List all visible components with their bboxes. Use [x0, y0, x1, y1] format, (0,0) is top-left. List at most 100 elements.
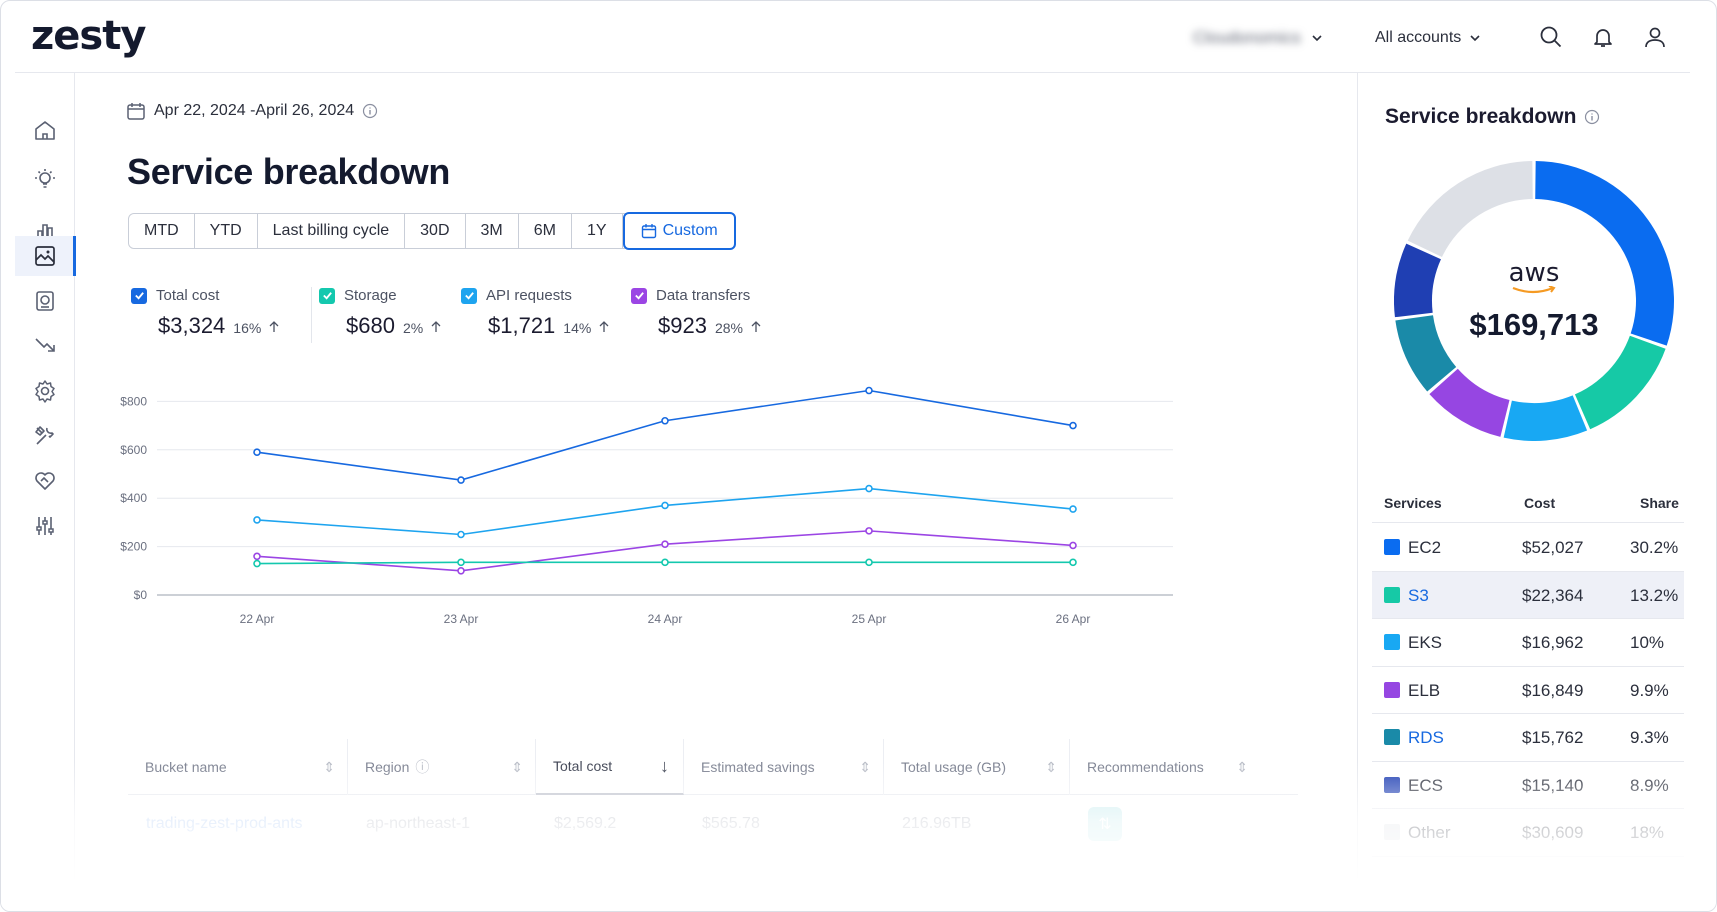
checkbox-total-cost[interactable] [131, 287, 147, 304]
donut-slice[interactable] [1394, 243, 1441, 318]
service-breakdown-panel: Service breakdown aws $169,713 Services … [1357, 73, 1693, 911]
data-point[interactable] [457, 558, 465, 567]
range-6m-button[interactable]: 6M [518, 214, 572, 248]
service-color-swatch [1384, 729, 1400, 745]
service-row[interactable]: ELB $16,849 9.9% [1372, 667, 1684, 714]
data-point[interactable] [865, 527, 873, 535]
data-point[interactable] [661, 540, 669, 548]
column-estimated-savings[interactable]: Estimated savings ⇕ [684, 739, 884, 795]
bell-icon[interactable] [1587, 21, 1619, 53]
range-3m-button[interactable]: 3M [465, 214, 519, 248]
range-30d-button[interactable]: 30D [405, 214, 466, 248]
metric-value: $923 [658, 313, 707, 338]
data-point[interactable] [253, 516, 261, 524]
column-total-cost[interactable]: Total cost ↓ [536, 739, 684, 795]
column-total-usage[interactable]: Total usage (GB) ⇕ [884, 739, 1070, 795]
metric-total-cost: Total cost $3,324 16% [131, 287, 279, 339]
service-name: ECS [1408, 775, 1443, 795]
top-header: zesty Cloudonomics All accounts [15, 1, 1690, 73]
data-point[interactable] [1069, 505, 1077, 513]
range-ytd-button[interactable]: YTD [194, 214, 258, 248]
data-point[interactable] [457, 476, 465, 484]
data-point[interactable] [865, 558, 873, 567]
column-bucket-name[interactable]: Bucket name ⇕ [128, 739, 348, 795]
arrow-up-icon [269, 321, 279, 332]
y-tick-label: $800 [120, 394, 147, 408]
data-point[interactable] [1069, 541, 1077, 550]
data-point[interactable] [457, 567, 465, 575]
home-icon[interactable] [15, 110, 75, 150]
donut-slice[interactable] [1574, 335, 1666, 430]
y-tick-label: $0 [134, 588, 148, 602]
checkbox-storage[interactable] [319, 287, 335, 304]
data-point[interactable] [253, 448, 261, 457]
data-point[interactable] [865, 386, 873, 395]
date-range[interactable]: Apr 22, 2024 -April 26, 2024 [126, 101, 378, 121]
donut-slice[interactable] [1395, 315, 1457, 392]
org-selector[interactable]: Cloudonomics [1193, 25, 1323, 51]
gear-icon[interactable] [15, 371, 75, 411]
aws-logo: aws [1509, 260, 1559, 295]
data-point[interactable] [253, 559, 261, 568]
service-row[interactable]: Other $30,609 18% [1372, 809, 1684, 857]
donut-slice[interactable] [1503, 395, 1588, 441]
user-icon[interactable] [1639, 21, 1671, 53]
tools-icon[interactable] [15, 416, 75, 456]
metric-change: 2% [402, 320, 424, 336]
series-line [256, 487, 1074, 536]
data-point[interactable] [1069, 558, 1077, 567]
sliders-icon[interactable] [15, 506, 75, 546]
donut-center: aws $169,713 [1394, 161, 1674, 441]
service-row[interactable]: ECS $15,140 8.9% [1372, 762, 1684, 809]
service-row[interactable]: EC2 $52,027 30.2% [1372, 524, 1684, 572]
data-point[interactable] [457, 530, 465, 539]
table-row[interactable]: trading-zest-prod-ants ap-northeast-1 $2… [128, 795, 1298, 851]
disk-icon[interactable] [15, 281, 75, 321]
heart-handshake-icon[interactable] [15, 461, 75, 501]
recommendation-icon[interactable]: ⇅ [1088, 807, 1122, 841]
data-point[interactable] [253, 552, 261, 561]
metric-label: Data transfers [656, 287, 751, 304]
range-1y-button[interactable]: 1Y [571, 214, 623, 248]
donut-slice[interactable] [1535, 161, 1674, 346]
checkbox-data-transfers[interactable] [631, 287, 647, 304]
data-point[interactable] [661, 416, 669, 425]
service-cost: $30,609 [1522, 823, 1584, 842]
service-share: 10% [1630, 633, 1665, 652]
trend-down-icon[interactable] [15, 326, 75, 366]
service-share: 30.2% [1630, 538, 1679, 557]
zesty-logo[interactable]: zesty [31, 13, 146, 59]
arrow-up-icon [431, 321, 441, 332]
donut-slice[interactable] [1407, 161, 1533, 257]
service-share: 18% [1630, 823, 1665, 842]
service-color-swatch [1384, 776, 1400, 793]
range-custom-label: Custom [662, 222, 718, 239]
service-name[interactable]: S3 [1408, 585, 1429, 605]
image-chart-icon[interactable] [15, 236, 76, 276]
column-region[interactable]: Region ⓘ ⇕ [348, 739, 536, 795]
service-row[interactable]: RDS $15,762 9.3% [1372, 714, 1684, 762]
lightbulb-icon[interactable] [15, 159, 75, 199]
data-point[interactable] [1069, 421, 1077, 430]
service-name[interactable]: RDS [1408, 728, 1444, 747]
bucket-name-link[interactable]: trading-zest-prod-ants [146, 815, 303, 832]
service-row[interactable]: EKS $16,962 10% [1372, 619, 1684, 667]
data-point[interactable] [661, 558, 669, 567]
data-point[interactable] [661, 501, 669, 510]
metric-label: API requests [486, 287, 572, 304]
range-mtd-button[interactable]: MTD [129, 214, 195, 248]
data-point[interactable] [865, 484, 873, 493]
table-header: Bucket name ⇕ Region ⓘ ⇕ Total cost ↓ Estima… [128, 739, 1298, 795]
range-custom-button[interactable]: Custom [622, 212, 736, 250]
accounts-selector[interactable]: All accounts [1375, 25, 1481, 51]
x-tick-label: 26 Apr [1056, 612, 1091, 626]
service-row[interactable]: S3 $22,364 13.2% [1372, 571, 1684, 619]
range-last-billing-button[interactable]: Last billing cycle [257, 214, 406, 248]
service-cost: $16,849 [1522, 680, 1584, 700]
column-recommendations[interactable]: Recommendations ⇕ [1087, 758, 1248, 776]
donut-slice[interactable] [1429, 368, 1510, 437]
service-cost: $15,140 [1522, 775, 1584, 795]
checkbox-api-requests[interactable] [461, 287, 477, 304]
search-icon[interactable] [1535, 21, 1567, 53]
